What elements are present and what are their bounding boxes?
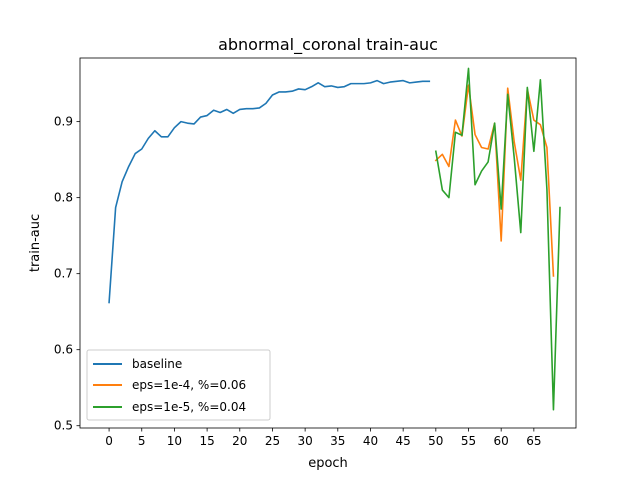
x-tick-label: 55 [461, 434, 476, 448]
x-axis-label: epoch [308, 456, 348, 471]
y-axis-label: train-auc [28, 214, 43, 272]
x-tick-label: 50 [428, 434, 443, 448]
y-axis-ticks: 0.5 0.6 0.7 0.8 0.9 [54, 115, 80, 433]
x-tick-label: 0 [105, 434, 113, 448]
x-tick-label: 20 [232, 434, 247, 448]
x-tick-label: 40 [363, 434, 378, 448]
x-tick-label: 45 [396, 434, 411, 448]
x-tick-label: 15 [199, 434, 214, 448]
x-tick-label: 35 [330, 434, 345, 448]
x-tick-label: 65 [526, 434, 541, 448]
legend-box [86, 349, 271, 421]
series-line-0 [108, 79, 431, 304]
x-tick-label: 30 [297, 434, 312, 448]
x-tick-label: 10 [167, 434, 182, 448]
y-tick-label: 0.7 [54, 267, 73, 281]
legend-label-eps-1e-5: eps=1e-5, %=0.04 [132, 400, 246, 414]
x-tick-label: 5 [138, 434, 146, 448]
chart-title: abnormal_coronal train-auc [218, 35, 438, 55]
y-tick-label: 0.9 [54, 115, 73, 129]
legend: baseline eps=1e-4, %=0.06 eps=1e-5, %=0.… [86, 349, 271, 421]
y-tick-label: 0.6 [54, 343, 73, 357]
y-tick-label: 0.8 [54, 191, 73, 205]
legend-label-baseline: baseline [132, 357, 182, 371]
plot-area-frame [79, 57, 577, 429]
y-tick-label: 0.5 [54, 419, 73, 433]
x-tick-label: 60 [494, 434, 509, 448]
series-line-2 [434, 67, 561, 411]
series-layer [108, 67, 561, 411]
x-tick-label: 25 [265, 434, 280, 448]
legend-label-eps-1e-4: eps=1e-4, %=0.06 [132, 378, 246, 392]
x-axis-ticks: 0 5 10 15 20 25 30 35 40 45 50 55 60 65 [105, 428, 541, 448]
